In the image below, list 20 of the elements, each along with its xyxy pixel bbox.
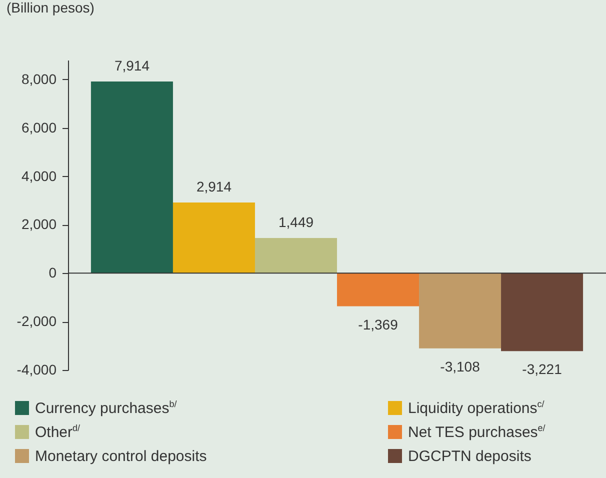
y-tick-label: 2,000	[21, 216, 57, 232]
y-tick-label: -4,000	[16, 362, 57, 378]
y-tick-label: 8,000	[21, 70, 57, 87]
legend-label: Liquidity operations$^{c/}$	[408, 399, 544, 417]
legend-label: Net TES purchases$^{e/}$	[408, 423, 546, 441]
data-label: -3,108	[440, 358, 480, 374]
data-label: -1,369	[358, 316, 398, 332]
data-label: 7,914	[114, 57, 150, 74]
data-label: 2,914	[196, 178, 232, 195]
legend-label: Currency purchases$^{b/}$	[35, 399, 177, 417]
data-label: -3,221	[522, 361, 562, 378]
y-tick-label: 0	[48, 264, 57, 281]
y-tick-label: 4,000	[21, 168, 57, 184]
y-tick-label: 6,000	[21, 119, 57, 136]
legend-label: Other$^{d/}$	[35, 423, 80, 441]
y-axis-title: (Billion pesos)	[6, 0, 94, 16]
legend-label: DGCPTN deposits	[408, 448, 532, 464]
legend-label: Monetary control deposits	[35, 448, 207, 464]
data-label: 1,449	[278, 214, 314, 230]
y-tick-label: -2,000	[16, 313, 57, 330]
